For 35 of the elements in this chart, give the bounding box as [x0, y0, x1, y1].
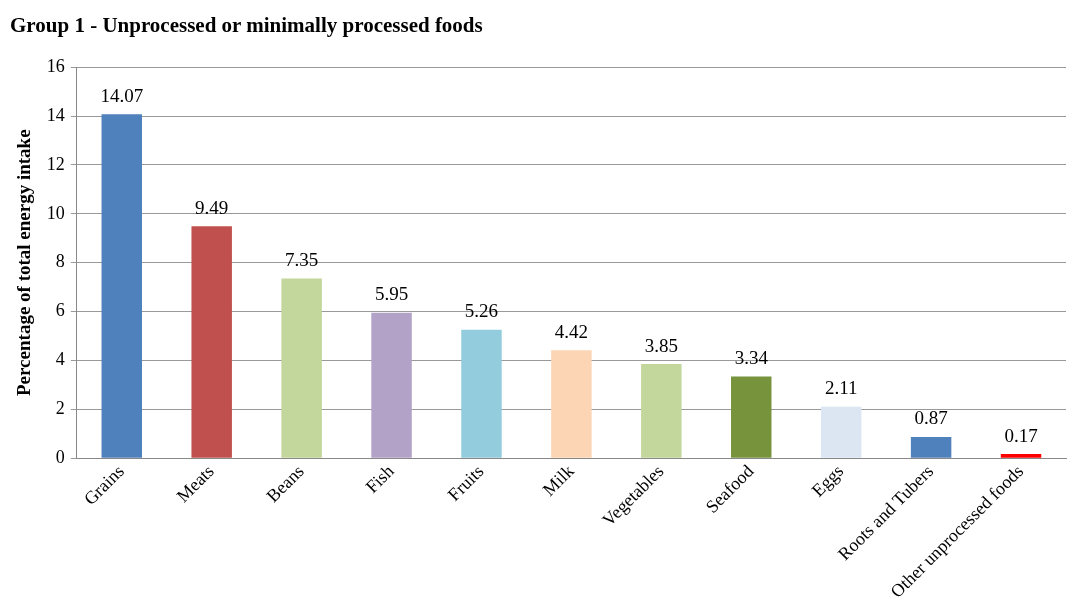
data-label: 0.17	[1004, 424, 1038, 446]
data-label: 4.42	[554, 320, 589, 342]
y-tick-label: 12	[46, 153, 65, 174]
bar	[731, 376, 772, 458]
data-label: 7.35	[284, 249, 319, 271]
y-tick-label: 0	[55, 446, 65, 467]
bar	[191, 226, 232, 458]
data-label: 9.49	[195, 196, 229, 218]
bar	[1000, 454, 1042, 458]
data-label: 5.95	[374, 283, 409, 305]
bar	[371, 312, 412, 458]
data-label: 5.26	[464, 300, 499, 322]
y-tick-label: 6	[55, 300, 65, 321]
data-label: 2.11	[824, 377, 858, 399]
bar	[910, 436, 952, 458]
y-axis-title: Percentage of total energy intake	[13, 129, 35, 397]
y-tick-label: 2	[55, 398, 65, 419]
bar	[641, 364, 682, 458]
y-tick-label: 4	[55, 349, 65, 370]
bar	[551, 350, 592, 458]
bar	[101, 114, 142, 458]
bar	[820, 406, 862, 458]
x-tick-label: Fish	[361, 460, 398, 497]
bar	[461, 329, 502, 458]
data-label: 3.85	[644, 334, 678, 356]
y-tick-label: 8	[55, 251, 65, 272]
chart-title: Group 1 - Unprocessed or minimally processed foods	[10, 13, 483, 38]
y-tick-label: 14	[46, 104, 65, 125]
data-label: 3.34	[734, 347, 769, 369]
data-label: 14.07	[100, 84, 144, 106]
y-tick-label: 16	[46, 55, 65, 76]
x-tick-label: Milk	[538, 460, 578, 500]
y-tick-label: 10	[46, 202, 65, 223]
data-label: 0.87	[914, 407, 948, 429]
bar	[281, 278, 322, 458]
